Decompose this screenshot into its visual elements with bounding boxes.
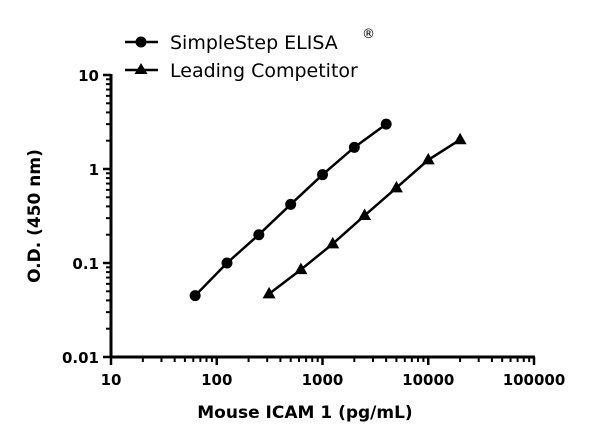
data-point-circle	[189, 290, 201, 302]
data-point-triangle	[262, 286, 276, 299]
series-group	[189, 118, 467, 302]
x-tick-label: 100	[201, 371, 232, 389]
data-point-circle	[348, 141, 360, 153]
legend-marker-circle	[135, 36, 147, 48]
legend-label-competitor: Leading Competitor	[170, 60, 358, 82]
legend-label-simplestep: SimpleStep ELISA	[170, 32, 338, 54]
data-point-circle	[380, 118, 392, 130]
data-point-circle	[221, 257, 233, 269]
y-tick-label: 1	[89, 161, 99, 179]
y-axis-label: O.D. (450 nm)	[25, 149, 45, 283]
x-tick-label: 100000	[503, 371, 566, 389]
axes: 10 100 1000 10000 100000 0.01 0.1 1 10	[62, 67, 565, 389]
x-tick-label: 10	[101, 371, 122, 389]
data-point-triangle	[358, 208, 372, 221]
x-axis-label: Mouse ICAM 1 (pg/mL)	[197, 403, 412, 423]
data-point-circle	[317, 169, 328, 181]
legend-marker-triangle	[134, 63, 148, 74]
y-tick-label: 10	[78, 67, 99, 85]
data-point-triangle	[326, 236, 340, 249]
data-point-triangle	[389, 180, 403, 193]
legend: SimpleStep ELISA ® Leading Competitor	[125, 27, 375, 82]
x-tick-label: 10000	[402, 371, 454, 389]
y-tick-label: 0.1	[72, 255, 99, 273]
x-tick-label: 1000	[302, 371, 344, 389]
data-point-triangle	[453, 132, 467, 145]
data-point-triangle	[421, 152, 435, 165]
data-point-circle	[285, 198, 297, 210]
y-tick-label: 0.01	[62, 349, 99, 367]
data-point-triangle	[294, 262, 308, 275]
legend-superscript: ®	[362, 27, 375, 42]
data-point-circle	[253, 229, 265, 241]
